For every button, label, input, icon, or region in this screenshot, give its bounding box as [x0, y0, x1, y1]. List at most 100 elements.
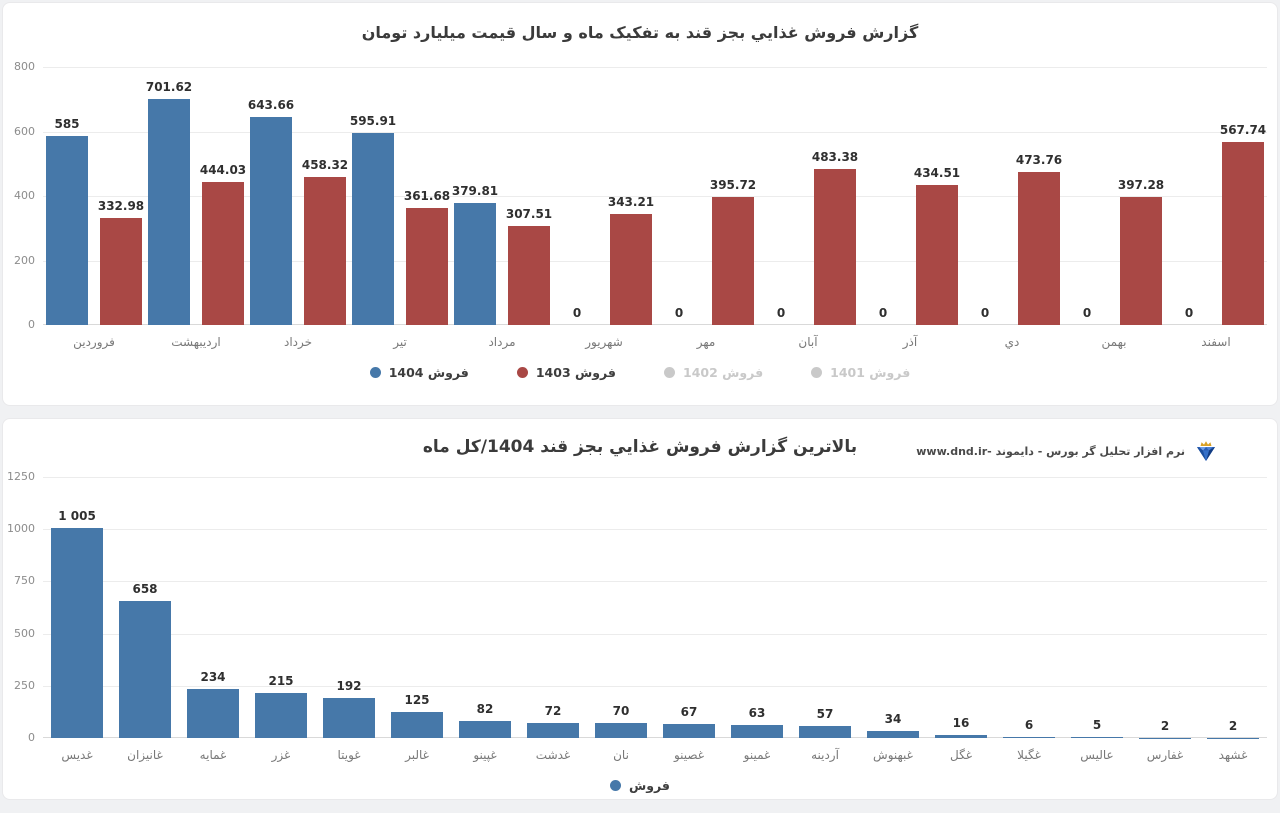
category-cell: 82 — [451, 477, 519, 738]
bar-value-label: 483.38 — [811, 150, 859, 165]
bar[interactable] — [119, 600, 171, 738]
bar[interactable] — [459, 720, 511, 738]
bar-value-label: 307.51 — [505, 206, 553, 221]
bar[interactable] — [148, 98, 190, 325]
watermark-text: نرم افزار تحليل گر بورس - دايموند -www.d… — [916, 444, 1185, 458]
bar-value-label: 0 — [1082, 306, 1092, 320]
category-cell: 1 005 — [43, 477, 111, 738]
x-axis-label: غگل — [950, 748, 972, 762]
gridline — [43, 529, 1267, 531]
x-axis-label: آبان — [798, 335, 818, 349]
x-axis-label: دي — [1004, 335, 1020, 349]
bar-value-label: 67 — [680, 705, 698, 720]
bar[interactable] — [255, 693, 307, 738]
legend-label: فروش — [629, 778, 670, 793]
bar-value-label: 1 005 — [58, 509, 96, 524]
bar[interactable] — [527, 722, 579, 738]
bar-value-label: 234 — [200, 670, 226, 685]
bar[interactable] — [916, 184, 958, 325]
x-axis-label: غديس — [61, 748, 93, 762]
legend-dot-icon — [369, 367, 381, 378]
category-cell: 192 — [315, 477, 383, 738]
bar-value-label: 0 — [776, 306, 786, 320]
category-cell: 585 332.98 — [43, 67, 145, 325]
x-axis-label: غويتا — [337, 748, 361, 762]
bar-value-label: 6 — [1024, 717, 1034, 732]
bar[interactable] — [935, 734, 987, 738]
legend-item[interactable]: فروش 1403 — [516, 365, 616, 380]
bar-value-label: 567.74 — [1219, 122, 1267, 137]
category-cell: 34 — [859, 477, 927, 738]
bar[interactable] — [814, 169, 856, 325]
x-axis-label: غالبر — [405, 748, 429, 762]
y-axis-tick: 1250 — [7, 470, 35, 483]
bar[interactable] — [663, 724, 715, 738]
monthly-chart-legend: فروش 1404 فروش 1403 فروش 1402 فروش 1401 — [3, 365, 1277, 380]
bar[interactable] — [454, 202, 496, 325]
gridline — [43, 67, 1267, 68]
gridline — [43, 196, 1267, 197]
watermark: نرم افزار تحليل گر بورس - دايموند -www.d… — [916, 439, 1219, 463]
bar-value-label: 343.21 — [607, 195, 655, 210]
bar[interactable] — [304, 177, 346, 325]
bar[interactable] — [187, 689, 239, 738]
x-axis-label: غانيزان — [127, 748, 163, 762]
category-cell: 0 473.76 — [961, 67, 1063, 325]
bar[interactable] — [391, 711, 443, 738]
bar-value-label: 595.91 — [349, 113, 397, 128]
bar[interactable] — [1018, 172, 1060, 325]
y-axis-tick: 500 — [14, 626, 35, 640]
top-symbols-x-axis: غديس غانيزان غمايه غزر غويتا غالبر غپينو غدشت نا… — [3, 748, 1267, 762]
top-symbols-chart-card: نرم افزار تحليل گر بورس - دايموند -www.d… — [2, 418, 1278, 800]
bar[interactable] — [867, 730, 919, 738]
category-cell: 0 343.21 — [553, 67, 655, 325]
bar[interactable] — [352, 132, 394, 325]
legend-item[interactable]: فروش 1402 — [664, 365, 763, 380]
x-axis-label: تير — [393, 335, 407, 349]
bar-value-label: 643.66 — [247, 98, 295, 113]
bar[interactable] — [51, 528, 103, 738]
y-axis-tick: 200 — [14, 253, 35, 267]
bar[interactable] — [1003, 736, 1055, 738]
bar-value-label: 34 — [884, 711, 902, 726]
bar[interactable] — [508, 225, 550, 325]
category-cell: 0 567.74 — [1165, 67, 1267, 325]
bar[interactable] — [731, 724, 783, 738]
monthly-chart-plot-area: 0 200 400 600 800 585 332.98 701.62 444.03 643.66… — [3, 61, 1267, 331]
x-axis-label: خرداد — [283, 335, 313, 349]
bar-value-label: 2 — [1160, 718, 1170, 733]
bar[interactable] — [46, 136, 88, 325]
bar[interactable] — [1071, 736, 1123, 738]
x-axis-label: غبهنوش — [873, 748, 913, 762]
monthly-sales-chart-card: گزارش فروش غذايي بجز قند به تفکيک ماه و … — [2, 2, 1278, 406]
legend-label: فروش 1402 — [683, 365, 764, 380]
category-cell: 70 — [587, 477, 655, 738]
gridline — [43, 633, 1267, 635]
bar-value-label: 192 — [336, 678, 362, 693]
bar[interactable] — [712, 197, 754, 325]
legend-item[interactable]: فروش 1404 — [369, 365, 469, 380]
y-axis-tick: 600 — [14, 124, 35, 138]
bar[interactable] — [799, 726, 851, 738]
bar[interactable] — [595, 723, 647, 738]
diamond-crown-icon — [1193, 439, 1219, 463]
legend-item[interactable]: فروش 1401 — [811, 365, 910, 380]
x-axis-label: ارديبهشت — [171, 335, 221, 349]
bar-value-label: 57 — [816, 707, 834, 722]
bar[interactable] — [250, 117, 292, 325]
bar[interactable] — [610, 214, 652, 325]
bar[interactable] — [1222, 141, 1264, 325]
x-axis-label: غپينو — [473, 748, 497, 762]
bar-value-label: 0 — [572, 306, 582, 320]
bar[interactable] — [406, 208, 448, 325]
legend-item[interactable]: فروش — [610, 778, 670, 793]
monthly-chart-title: گزارش فروش غذايي بجز قند به تفکيک ماه و … — [361, 23, 919, 42]
category-cell: 16 — [927, 477, 995, 738]
bar-value-label: 63 — [748, 705, 766, 720]
bar[interactable] — [100, 217, 142, 325]
category-cell: 57 — [791, 477, 859, 738]
bar[interactable] — [323, 697, 375, 738]
bar-value-label: 5 — [1092, 717, 1102, 732]
bar[interactable] — [202, 181, 244, 325]
bar[interactable] — [1120, 196, 1162, 325]
